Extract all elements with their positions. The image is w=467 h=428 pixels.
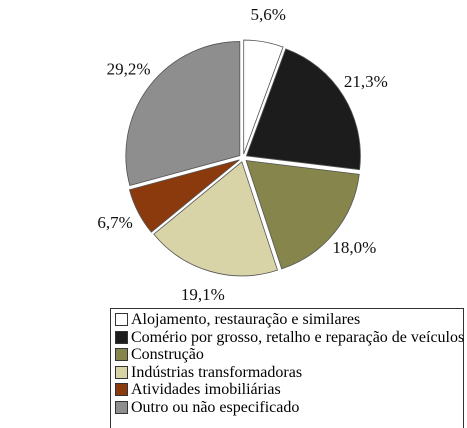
pie-slice: [128, 159, 240, 233]
pie-slice: [245, 160, 360, 270]
legend-label: Atividades imobiliárias: [131, 381, 281, 398]
legend-label: Outro ou não especificado: [131, 398, 300, 416]
data-label: 18,0%: [332, 238, 376, 257]
pie-slice: [243, 39, 284, 155]
legend-label: Comério por grosso, retalho e reparação …: [131, 328, 465, 346]
legend-swatch: [115, 330, 128, 344]
pie-slice: [125, 41, 241, 187]
data-label: 21,3%: [344, 72, 388, 91]
data-label: 19,1%: [181, 285, 225, 304]
legend-label: Construção: [131, 346, 204, 363]
legend-item: Indústrias transformadoras: [115, 364, 459, 382]
legend-label: Alojamento, restauração e similares: [131, 311, 361, 328]
legend-swatch: [115, 400, 128, 414]
legend-item: Construção: [115, 346, 459, 364]
legend-swatch: [115, 313, 128, 327]
pie-area: 5,6% 21,3% 18,0% 19,1% 6,7% 29,2%: [97, 5, 388, 304]
legend-swatch: [115, 348, 128, 362]
legend-label: Indústrias transformadoras: [131, 363, 303, 381]
legend-item: Alojamento, restauração e similares: [115, 311, 459, 329]
legend-item: Outro ou não especificado: [115, 399, 459, 417]
data-label: 6,7%: [97, 213, 132, 232]
legend-item: Comério por grosso, retalho e reparação …: [115, 329, 464, 347]
legend-swatch: [115, 383, 128, 397]
pie-slice: [245, 48, 361, 171]
data-label: 29,2%: [107, 59, 151, 78]
data-label: 5,6%: [251, 5, 286, 24]
pie-slice: [153, 161, 278, 277]
legend-swatch: [115, 365, 128, 379]
legend: Alojamento, restauração e similares Comér…: [110, 308, 464, 428]
legend-item: Atividades imobiliárias: [115, 381, 459, 399]
